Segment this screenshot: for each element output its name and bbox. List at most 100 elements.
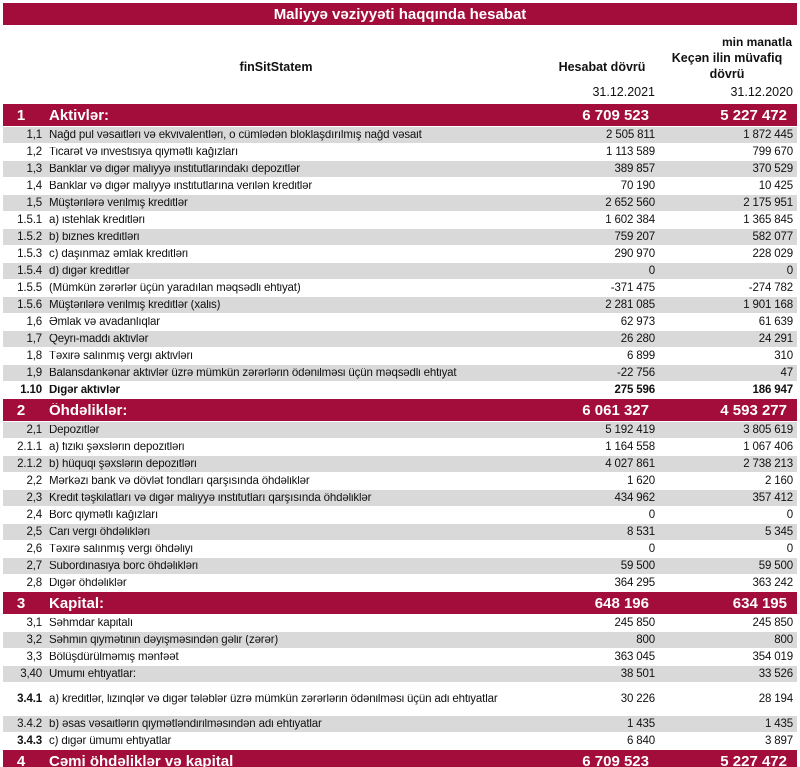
row-value-current: 2 505 811 [606,128,655,141]
row-value-previous: 228 029 [752,247,793,260]
row-value-previous: 245 850 [752,616,793,629]
row-label: c) digər ümumi ehtiyatlar [49,735,172,747]
row-value-current: 800 [636,633,655,646]
table-row: 1.5.5 (Mümkün zərərlər üçün yaradılan məq… [3,280,797,298]
row-value-current: 6 709 523 [582,752,649,767]
table-row: 1.5.6 Müştərilərə verilmiş kreditlər (xal… [3,297,797,315]
row-number: 1,9 [26,366,42,379]
row-number: 1,4 [26,179,42,192]
row-value-current: -371 475 [610,281,655,294]
row-number: 2,7 [26,559,42,572]
row-value-previous: 370 529 [752,162,793,175]
row-value-previous: 3 897 [764,734,793,747]
row-value-previous: 1 067 406 [743,440,793,453]
column-header-row: finSitStatem Hesabat dövrü Keçən ilin mü… [3,51,797,82]
row-value-current: 1 164 558 [605,440,655,453]
row-number: 1.10 [20,383,42,396]
previous-period-date: 31.12.2020 [730,85,793,100]
row-number: 3,1 [26,616,42,629]
section-row: 4 Cəmi öhdəliklər və kapital 6 709 523 5 22… [3,750,797,767]
row-value-current: 2 652 560 [605,196,655,209]
row-number: 1,1 [26,128,42,141]
table-row: 2,4 Borc qiymətli kağızları 0 0 [3,507,797,525]
row-label: Cari vergi öhdəlikləri [49,526,150,538]
row-number: 1.5.4 [17,264,42,277]
row-label: Banklar və digər maliyyə institutlarında… [49,163,300,175]
row-label: Əmlak və avadanlıqlar [49,316,160,328]
row-value-previous: 800 [774,633,793,646]
row-value-current: 1 620 [626,474,655,487]
row-label: Digər aktivlər [49,384,120,396]
table-row: 1,7 Qeyri-maddi aktivlər 26 280 24 291 [3,331,797,349]
row-value-current: 290 970 [614,247,655,260]
row-value-previous: 0 [786,508,793,521]
row-value-previous: 24 291 [758,332,793,345]
table-row: 1.5.2 b) biznes kreditləri 759 207 582 077 [3,229,797,247]
table-row: 2,7 Subordinasiya borc öhdəlikləri 59 500 5… [3,558,797,576]
row-label: Kredit təşkilatları və digər maliyyə ins… [49,492,372,504]
row-value-current: 1 435 [626,717,655,730]
row-value-previous: 59 500 [758,559,793,572]
row-value-current: 70 190 [620,179,655,192]
table-row: 3,3 Bölüşdürülməmiş mənfəət 363 045 354 019 [3,649,797,667]
row-number: 1,5 [26,196,42,209]
row-number: 3,40 [20,667,42,680]
row-value-previous: 582 077 [752,230,793,243]
report-title-bar: Maliyyə vəziyyəti haqqında hesabat [3,3,797,25]
row-label: Bölüşdürülməmiş mənfəət [49,651,179,663]
row-value-previous: 2 738 213 [743,457,793,470]
row-value-previous: 33 526 [758,667,793,680]
row-value-current: 30 226 [620,692,655,705]
row-label: Borc qiymətli kağızları [49,509,159,521]
table-row: 3,40 Ümumi ehtiyatlar: 38 501 33 526 [3,666,797,684]
row-value-current: 59 500 [620,559,655,572]
row-value-previous: 5 227 472 [720,752,787,767]
row-number: 1.5.2 [17,230,42,243]
row-value-previous: 354 019 [752,650,793,663]
row-label: Mərkəzi bank və dövlət fondları qarşısın… [49,475,310,487]
row-label: a) istehlak kreditləri [49,214,145,226]
table-row: 2,2 Mərkəzi bank və dövlət fondları qarşı… [3,473,797,491]
table-row: 1,8 Təxirə salınmış vergi aktivləri 6 899 3… [3,348,797,366]
row-label: Təxirə salınmış vergi öhdəliyi [49,543,193,555]
row-number: 3,3 [26,650,42,663]
row-value-current: 6 061 327 [582,401,649,419]
row-value-current: 8 531 [626,525,655,538]
row-number: 1.5.6 [17,298,42,311]
row-value-previous: 3 805 619 [743,423,793,436]
section-row: 2 Öhdəliklər: 6 061 327 4 593 277 [3,399,797,423]
row-value-current: 4 027 861 [605,457,655,470]
row-number: 2,8 [26,576,42,589]
row-value-previous: 0 [786,542,793,555]
row-label: Nağd pul vəsaitləri və ekvivalentləri, o… [49,129,422,141]
row-number: 2,4 [26,508,42,521]
row-label: Subordinasiya borc öhdəlikləri [49,560,198,572]
row-label: Səhmin qiymətinin dəyişməsindən gəlir (z… [49,634,279,646]
row-value-previous: 2 175 951 [743,196,793,209]
financial-statement-table: 1 Aktivlər: 6 709 523 5 227 472 1,1 Nağd pul … [3,104,797,767]
date-header-row: 31.12.2021 31.12.2020 [3,85,797,99]
row-label: c) daşınmaz əmlak kreditləri [49,248,188,260]
report-title: Maliyyə vəziyyəti haqqında hesabat [273,5,527,23]
row-label: b) hüquqi şəxslərin depozitləri [49,458,197,470]
row-label: Müştərilərə verilmiş kreditlər (xalis) [49,299,221,311]
column-header-previous-period: Keçən ilin müvafiq dövrü [671,51,783,81]
row-number: 1.5.5 [17,281,42,294]
row-value-current: 6 840 [626,734,655,747]
row-value-previous: 1 872 445 [743,128,793,141]
row-number: 1,6 [26,315,42,328]
column-header-name: finSitStatem [239,59,313,74]
table-row: 1,3 Banklar və digər maliyyə institutları… [3,161,797,179]
table-row: 3.4.2 b) əsas vəsaitlərin qiymətləndirilm… [3,716,797,734]
row-label: Təxirə salınmış vergi aktivləri [49,350,193,362]
date-header-spacer [3,85,549,99]
row-number: 3.4.3 [17,734,42,747]
row-label: Aktivlər: [49,107,110,123]
row-value-current: 38 501 [620,667,655,680]
row-number: 1 [16,106,26,124]
row-number: 1.5.3 [17,247,42,260]
table-row: 2,8 Digər öhdəliklər 364 295 363 242 [3,575,797,593]
row-value-current: 648 196 [594,594,649,612]
row-value-previous: -274 782 [748,281,793,294]
row-value-current: 275 596 [614,383,655,396]
